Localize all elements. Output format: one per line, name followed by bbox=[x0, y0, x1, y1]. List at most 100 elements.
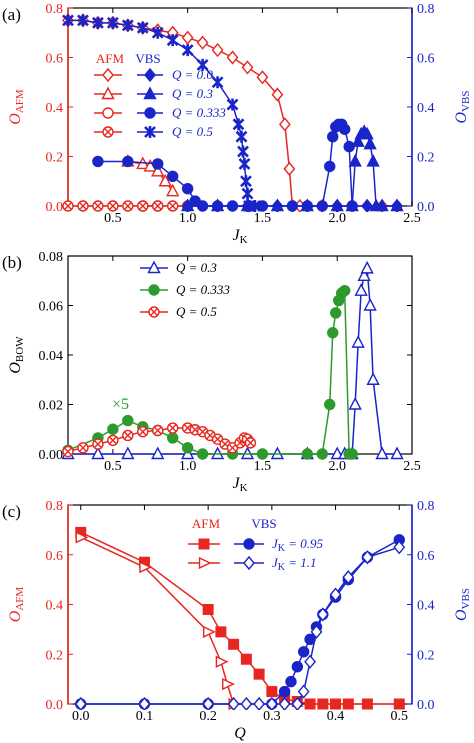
x-tick-label: 1.0 bbox=[179, 459, 197, 474]
data-point bbox=[75, 531, 89, 544]
marker-star bbox=[144, 126, 156, 138]
panel-tag: (b) bbox=[2, 253, 22, 272]
y-tick-label-left: 0.6 bbox=[46, 52, 64, 67]
data-point bbox=[77, 200, 89, 212]
series-line bbox=[97, 123, 353, 207]
data-point bbox=[196, 58, 209, 71]
data-point bbox=[316, 200, 328, 212]
data-point bbox=[360, 126, 374, 140]
x-axis-label-main: J bbox=[232, 227, 240, 244]
legend-marker bbox=[198, 556, 212, 570]
x-tick-label: 0.5 bbox=[391, 709, 409, 724]
plot-frame bbox=[67, 7, 413, 207]
legend-label: Q = 0.3 bbox=[172, 86, 213, 101]
marker-star bbox=[151, 26, 164, 39]
data-point bbox=[241, 187, 254, 200]
data-point bbox=[354, 283, 368, 296]
data-point bbox=[211, 200, 224, 212]
data-point bbox=[107, 423, 119, 435]
data-point bbox=[291, 660, 304, 673]
data-point bbox=[330, 698, 342, 710]
legend: AFM VBS Q = 0.0 Q = 0.3 Q = 0.333 Q = 0.5 bbox=[94, 51, 226, 139]
data-point bbox=[122, 429, 134, 442]
data-point bbox=[324, 398, 336, 411]
data-point bbox=[151, 26, 164, 39]
series-line bbox=[80, 546, 400, 705]
annotation-x5: ×5 bbox=[112, 396, 129, 413]
y-axis-label-right: OVBS bbox=[453, 91, 472, 124]
data-point bbox=[278, 685, 291, 698]
data-point bbox=[139, 561, 153, 574]
data-point bbox=[122, 414, 134, 427]
y-tick-label-left: 0.2 bbox=[46, 648, 64, 663]
y-axis-label-right-sub: VBS bbox=[460, 588, 472, 609]
panel-1: (a)0.5 1.0 1.5 2.0 2.50.00.20.40.60.80.00.20… bbox=[2, 2, 472, 246]
marker-cross bbox=[108, 202, 117, 210]
data-point bbox=[327, 130, 339, 143]
data-point bbox=[357, 268, 371, 281]
legend-header-vbs: VBS bbox=[251, 516, 276, 531]
data-layer bbox=[62, 13, 404, 212]
data-point bbox=[121, 446, 135, 460]
data-point bbox=[348, 396, 362, 410]
marker-cross bbox=[138, 202, 147, 210]
legend-label-var: J bbox=[272, 536, 279, 551]
legend-label-sub: K bbox=[278, 562, 286, 573]
x-tick-label: 0.0 bbox=[72, 709, 90, 724]
y-tick-label-right: 0.0 bbox=[417, 200, 435, 215]
data-point bbox=[278, 696, 291, 710]
data-point bbox=[317, 698, 329, 710]
data-point bbox=[361, 698, 373, 710]
data-point bbox=[107, 200, 119, 212]
y-axis-label-right-main: O bbox=[453, 609, 470, 621]
marker-star bbox=[196, 58, 209, 71]
marker-star bbox=[62, 14, 74, 27]
y-tick-label-right: 0.4 bbox=[417, 599, 435, 614]
panel-2: (b) 0.5 1.0 1.5 2.0 2.5 0.00 0.02 0.04 0.06 0.08 JK… bbox=[2, 250, 421, 494]
data-point bbox=[375, 446, 389, 460]
data-point bbox=[348, 153, 362, 167]
x-tick-label: 1.5 bbox=[254, 211, 272, 226]
data-point bbox=[360, 260, 374, 274]
legend-header-vbs: VBS bbox=[135, 51, 160, 66]
data-point bbox=[74, 696, 87, 710]
marker-star bbox=[241, 187, 254, 200]
data-point bbox=[151, 446, 165, 460]
x-tick-label: 0.1 bbox=[136, 709, 154, 724]
y-tick-label-left: 0.8 bbox=[46, 499, 64, 514]
marker-cross bbox=[93, 202, 102, 210]
data-point bbox=[196, 448, 209, 460]
legend-marker bbox=[144, 107, 156, 119]
series-line bbox=[80, 531, 400, 705]
data-point bbox=[181, 30, 194, 45]
data-point bbox=[91, 16, 104, 29]
data-point bbox=[240, 175, 252, 188]
marker-cross bbox=[123, 202, 132, 210]
data-point bbox=[330, 307, 342, 319]
marker-star bbox=[181, 44, 194, 57]
data-point bbox=[301, 200, 314, 212]
y-tick-label-right: 0.8 bbox=[417, 499, 435, 514]
legend-header-afm: AFM bbox=[192, 516, 221, 531]
y-axis-label-left: OAFM bbox=[7, 89, 26, 125]
data-point bbox=[215, 626, 227, 638]
x-tick-label: 0.5 bbox=[104, 211, 122, 226]
marker-cross bbox=[213, 435, 222, 444]
data-point bbox=[253, 668, 265, 680]
y-tick-label-left: 0.4 bbox=[46, 599, 64, 614]
data-point bbox=[316, 607, 329, 622]
x-axis-label-main: Q bbox=[234, 725, 246, 742]
data-point bbox=[158, 173, 172, 187]
y-tick-label-left: 0.4 bbox=[46, 101, 64, 116]
y-tick-label-left: 0.08 bbox=[39, 250, 64, 265]
legend-label: JK = 1.1 bbox=[272, 555, 317, 573]
data-point bbox=[304, 654, 316, 669]
data-point bbox=[286, 200, 299, 212]
data-point bbox=[393, 698, 405, 710]
data-point bbox=[166, 170, 179, 183]
marker-star bbox=[237, 145, 249, 158]
data-point bbox=[266, 686, 278, 698]
legend-marker bbox=[198, 538, 210, 550]
data-point bbox=[265, 696, 278, 710]
